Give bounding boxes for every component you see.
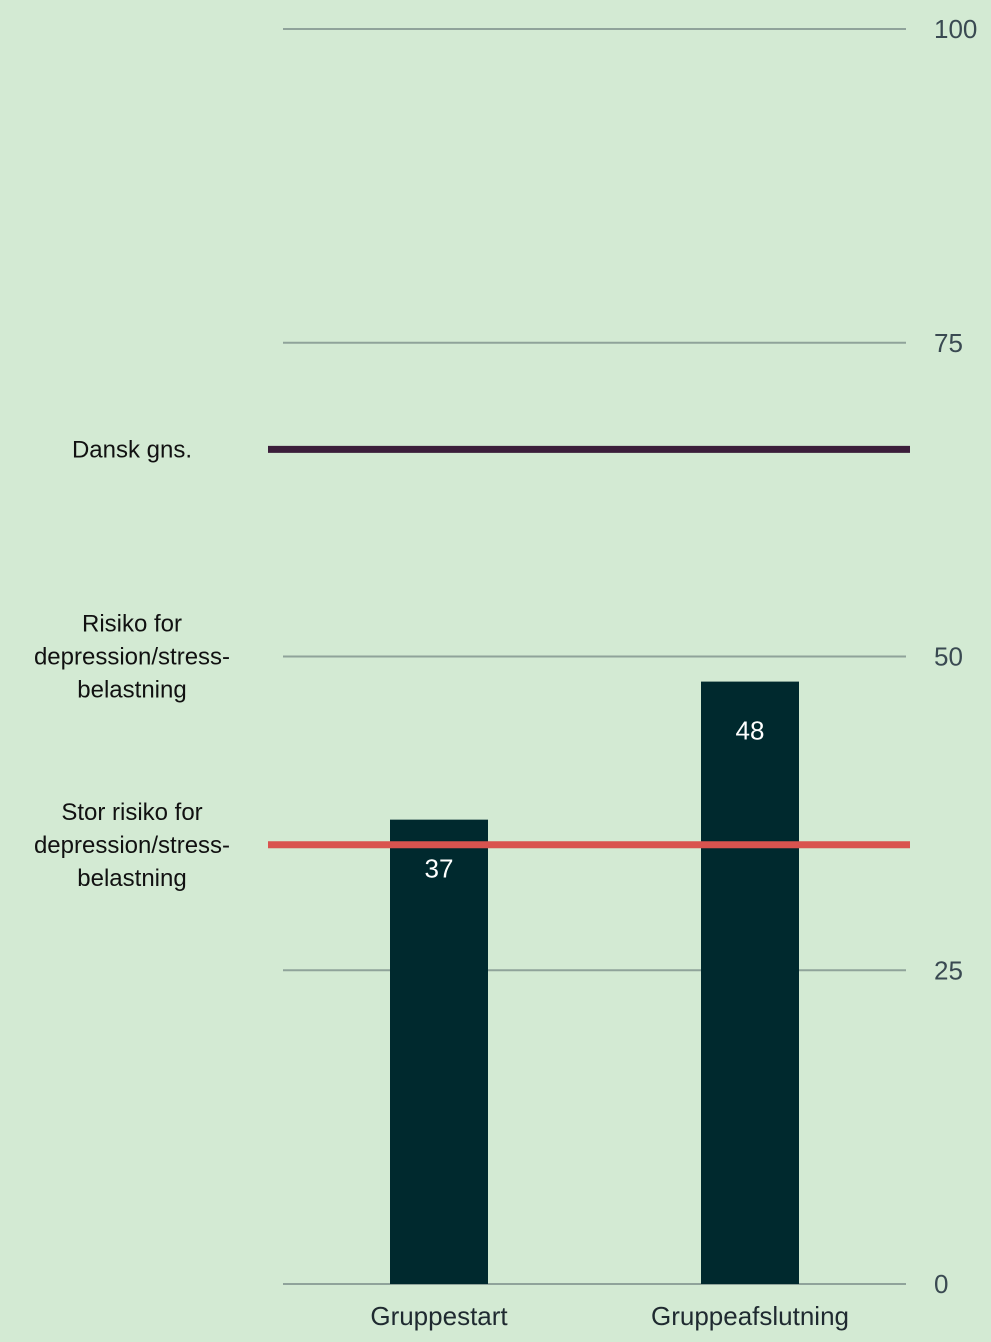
reference-label-2-line-0: Stor risiko for — [61, 799, 202, 826]
bar-value-label-0: 37 — [425, 854, 454, 884]
y-tick-label-0: 0 — [934, 1269, 948, 1299]
y-tick-label-25: 25 — [934, 955, 963, 985]
bar-value-label-1: 48 — [736, 716, 765, 746]
x-category-label-1: Gruppeafslutning — [651, 1301, 849, 1331]
y-tick-label-75: 75 — [934, 328, 963, 358]
bar-gruppeafslutning — [701, 681, 799, 1284]
reference-label-1-line-2: belastning — [77, 677, 186, 704]
reference-label-1-line-1: depression/stress- — [34, 644, 230, 671]
reference-label-2-line-1: depression/stress- — [34, 832, 230, 859]
reference-label-0-line-0: Dansk gns. — [72, 436, 192, 463]
reference-label-1-line-0: Risiko for — [82, 611, 182, 638]
bar-gruppestart — [390, 819, 488, 1284]
y-tick-label-100: 100 — [934, 14, 977, 44]
y-tick-label-50: 50 — [934, 642, 963, 672]
x-category-label-0: Gruppestart — [370, 1301, 508, 1331]
reference-label-2-line-2: belastning — [77, 865, 186, 892]
